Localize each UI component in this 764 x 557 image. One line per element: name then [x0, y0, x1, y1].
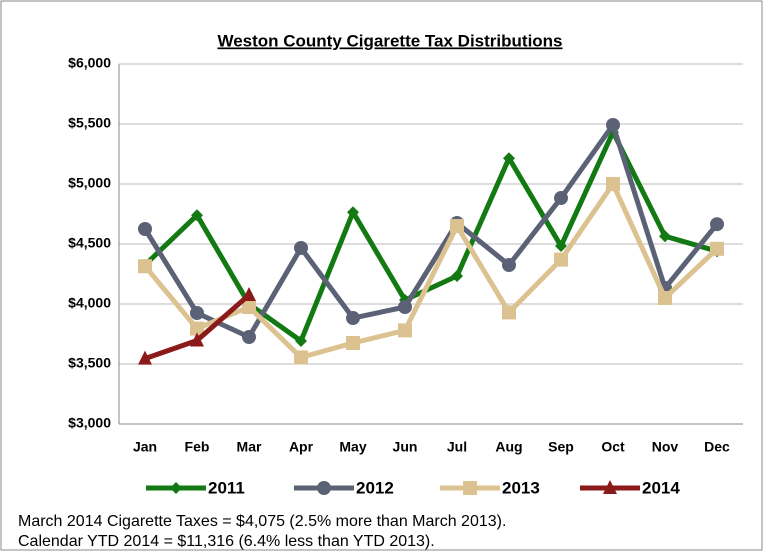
marker	[190, 321, 204, 336]
x-tick-label: Jul	[447, 439, 467, 455]
marker	[138, 222, 152, 236]
marker	[317, 481, 331, 495]
marker	[710, 217, 724, 232]
x-tick-label: Jun	[393, 439, 418, 455]
y-tick-label: $3,000	[68, 415, 111, 431]
marker	[659, 230, 671, 243]
series-line	[142, 122, 719, 340]
marker	[346, 336, 360, 350]
legend-label: 2012	[356, 478, 394, 497]
marker	[294, 350, 308, 365]
y-tick-label: $4,500	[68, 235, 111, 251]
y-tick-label: $6,000	[68, 55, 111, 71]
x-tick-label: Feb	[185, 439, 210, 455]
x-tick-label: Aug	[495, 439, 522, 455]
marker	[294, 240, 308, 255]
legend-label: 2011	[208, 478, 245, 497]
series-line	[143, 181, 719, 360]
y-tick-label: $4,000	[68, 295, 111, 311]
marker	[242, 300, 256, 314]
marker	[295, 334, 307, 347]
y-tick-label: $5,500	[68, 115, 111, 131]
x-tick-label: Apr	[289, 439, 314, 455]
y-tick-label: $3,500	[68, 355, 111, 371]
y-tick-label: $5,000	[68, 175, 111, 191]
x-tick-label: Nov	[652, 439, 679, 455]
x-tick-label: May	[339, 439, 366, 455]
marker	[502, 305, 516, 320]
marker	[710, 241, 724, 256]
x-tick-label: Oct	[601, 439, 625, 455]
marker	[242, 330, 256, 344]
marker	[170, 482, 182, 494]
marker	[190, 332, 204, 347]
marker	[242, 287, 256, 301]
marker	[606, 177, 620, 191]
marker	[606, 117, 620, 132]
x-tick-label: Dec	[704, 439, 730, 455]
chart-title: Weston County Cigarette Tax Distribution…	[217, 31, 562, 50]
x-tick-label: Jan	[133, 439, 157, 455]
note: March 2014 Cigarette Taxes = $4,075 (2.5…	[18, 513, 506, 530]
marker	[503, 152, 515, 165]
marker	[463, 481, 477, 495]
marker	[451, 270, 463, 283]
marker	[398, 323, 412, 338]
marker	[603, 480, 617, 494]
marker	[138, 350, 152, 365]
marker	[450, 219, 464, 233]
marker	[555, 240, 567, 253]
legend-label: 2014	[642, 478, 680, 497]
marker	[190, 306, 204, 320]
marker	[138, 259, 152, 274]
marker	[346, 311, 360, 326]
marker	[347, 206, 359, 219]
marker	[658, 291, 672, 305]
x-tick-label: Mar	[237, 439, 262, 455]
note: Calendar YTD 2014 = $11,316 (6.4% less t…	[18, 533, 435, 550]
marker	[398, 300, 412, 314]
legend-label: 2013	[502, 478, 540, 497]
marker	[554, 252, 568, 267]
marker	[191, 209, 203, 222]
marker	[554, 191, 568, 206]
x-tick-label: Sep	[548, 439, 574, 455]
marker	[502, 258, 516, 272]
